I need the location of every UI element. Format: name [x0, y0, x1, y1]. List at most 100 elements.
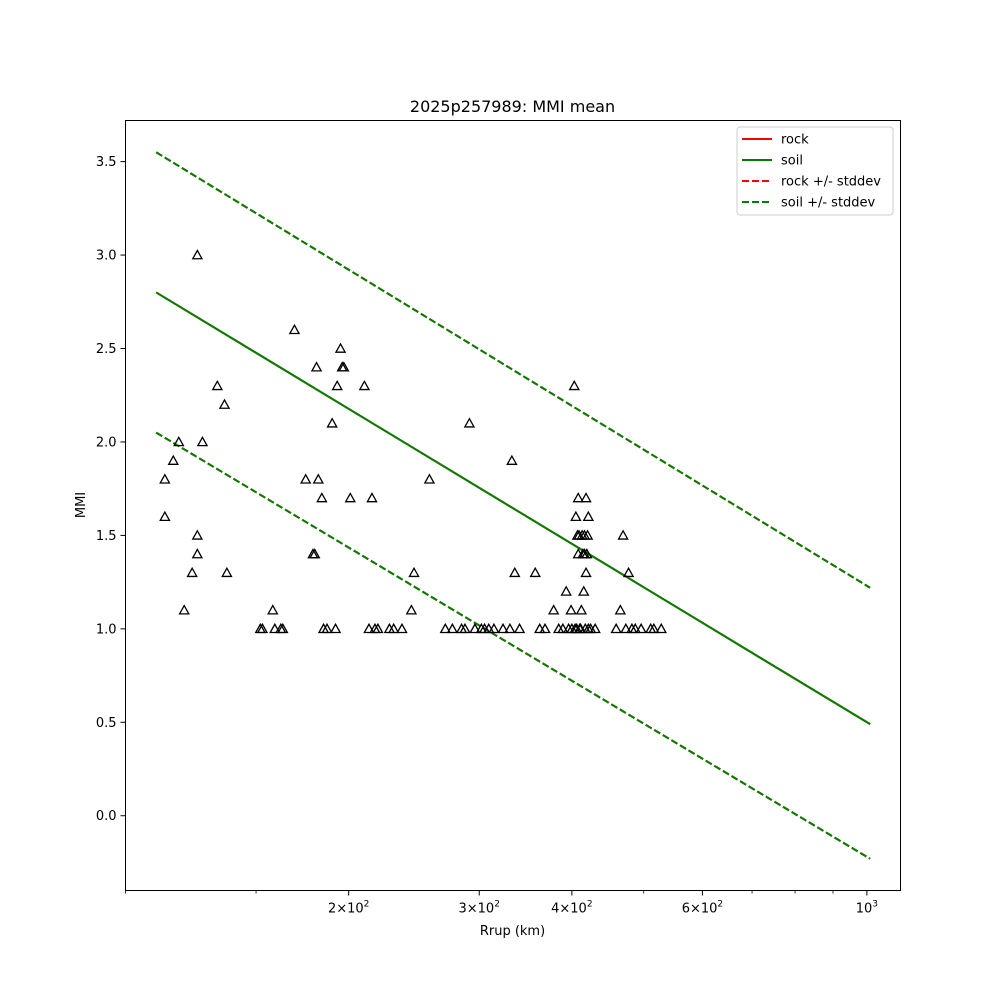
observation-point: [589, 622, 601, 634]
legend-entry: soil: [781, 154, 803, 169]
x-tick-label: 4×102: [551, 900, 592, 917]
observation-point: [191, 249, 204, 260]
observation-point: [575, 604, 588, 615]
observation-point: [560, 585, 572, 596]
observation-point: [167, 454, 179, 465]
chart-title: 2025p257989: MMI mean: [410, 97, 615, 116]
legend-entry: rock +/- stddev: [781, 175, 881, 190]
y-tick-label: 3.0: [96, 249, 117, 264]
observation-point: [366, 492, 378, 503]
observation-point: [635, 622, 647, 634]
y-axis: 0.0 0.5 1.0 1.5 2.0 2.5 3.0 3.5: [96, 155, 126, 824]
line-soil-stddev-upper: [155, 151, 871, 589]
observation-point: [629, 622, 641, 634]
observation-point: [334, 342, 347, 353]
y-axis-label: MMI: [74, 492, 89, 518]
x-axis-label: Rrup (km): [480, 924, 545, 939]
observation-point: [256, 622, 269, 634]
observation-point: [326, 417, 338, 428]
observation-point: [310, 361, 323, 372]
observation-point: [504, 622, 516, 634]
observation-point: [488, 622, 500, 634]
observation-point: [173, 436, 185, 447]
observation-point: [387, 622, 400, 634]
plot-frame: [125, 120, 901, 891]
observation-point: [196, 436, 209, 447]
observation-point: [321, 622, 333, 634]
observation-point: [578, 585, 590, 596]
observation-point: [269, 622, 281, 634]
observation-point: [312, 473, 325, 484]
observation-point: [509, 566, 521, 578]
observation-point: [469, 622, 481, 634]
observation-point: [221, 566, 233, 578]
observation-point: [648, 622, 660, 634]
observation-point: [581, 548, 593, 559]
observation-point: [329, 622, 342, 634]
observation-point: [572, 492, 584, 503]
observation-point: [218, 398, 231, 409]
observation-point: [610, 622, 622, 634]
x-tick-label: 3×102: [459, 900, 500, 917]
observation-point: [565, 604, 577, 615]
model-lines: [155, 151, 871, 860]
observation-point: [331, 379, 343, 391]
observation-point: [614, 604, 627, 615]
observation-point: [191, 529, 204, 540]
y-tick-label: 1.0: [96, 622, 117, 637]
observation-point: [423, 473, 436, 484]
observation-point: [506, 454, 518, 465]
legend-box: [736, 126, 894, 216]
observation-point: [363, 622, 375, 634]
observation-point: [358, 379, 371, 391]
observation-point: [288, 323, 301, 335]
observation-point: [497, 622, 509, 634]
observation-point: [581, 529, 594, 540]
y-tick-label: 3.5: [96, 155, 117, 170]
legend-entry: rock: [781, 133, 809, 148]
y-tick-label: 2.0: [96, 435, 117, 450]
legend: rock soil rock +/- stddev soil +/- stddev: [736, 126, 894, 216]
observation-point: [277, 622, 289, 634]
observation-point: [547, 604, 560, 615]
observation-point: [338, 361, 350, 372]
observation-point: [396, 622, 408, 634]
observation-point: [372, 622, 384, 634]
observation-point: [178, 604, 190, 615]
observation-point: [557, 622, 569, 634]
legend-entry: soil +/- stddev: [781, 196, 876, 211]
observation-point: [446, 622, 459, 634]
observation-point: [529, 566, 541, 578]
x-tick-label: 6×102: [682, 900, 723, 917]
observation-point: [405, 604, 418, 615]
observation-point: [186, 566, 198, 578]
observation-point: [580, 566, 592, 578]
observation-point: [211, 379, 224, 391]
observation-points: [159, 249, 667, 634]
observation-point: [344, 492, 356, 503]
observation-point: [463, 417, 476, 428]
observation-point: [513, 622, 526, 634]
observation-point: [617, 529, 629, 540]
x-tick-label: 2×102: [328, 900, 369, 917]
observation-point: [159, 473, 171, 484]
observation-point: [580, 492, 592, 503]
observation-point: [439, 622, 452, 634]
observation-point: [191, 548, 204, 559]
observation-point: [655, 622, 667, 634]
line-soil-stddev-lower: [155, 431, 871, 860]
observation-point: [309, 548, 321, 559]
y-tick-label: 1.5: [96, 529, 117, 544]
observation-point: [620, 622, 632, 634]
y-tick-label: 2.5: [96, 342, 117, 357]
observation-point: [622, 566, 635, 578]
observation-point: [568, 379, 580, 391]
observation-point: [267, 604, 279, 615]
y-tick-label: 0.5: [96, 716, 117, 731]
line-soil: [155, 291, 871, 726]
observation-point: [316, 492, 328, 503]
x-axis: 2×102 3×102 4×102 6×102 103: [125, 890, 878, 917]
y-tick-label: 0.0: [96, 809, 117, 824]
observation-point: [570, 510, 582, 522]
observation-point: [582, 510, 595, 522]
